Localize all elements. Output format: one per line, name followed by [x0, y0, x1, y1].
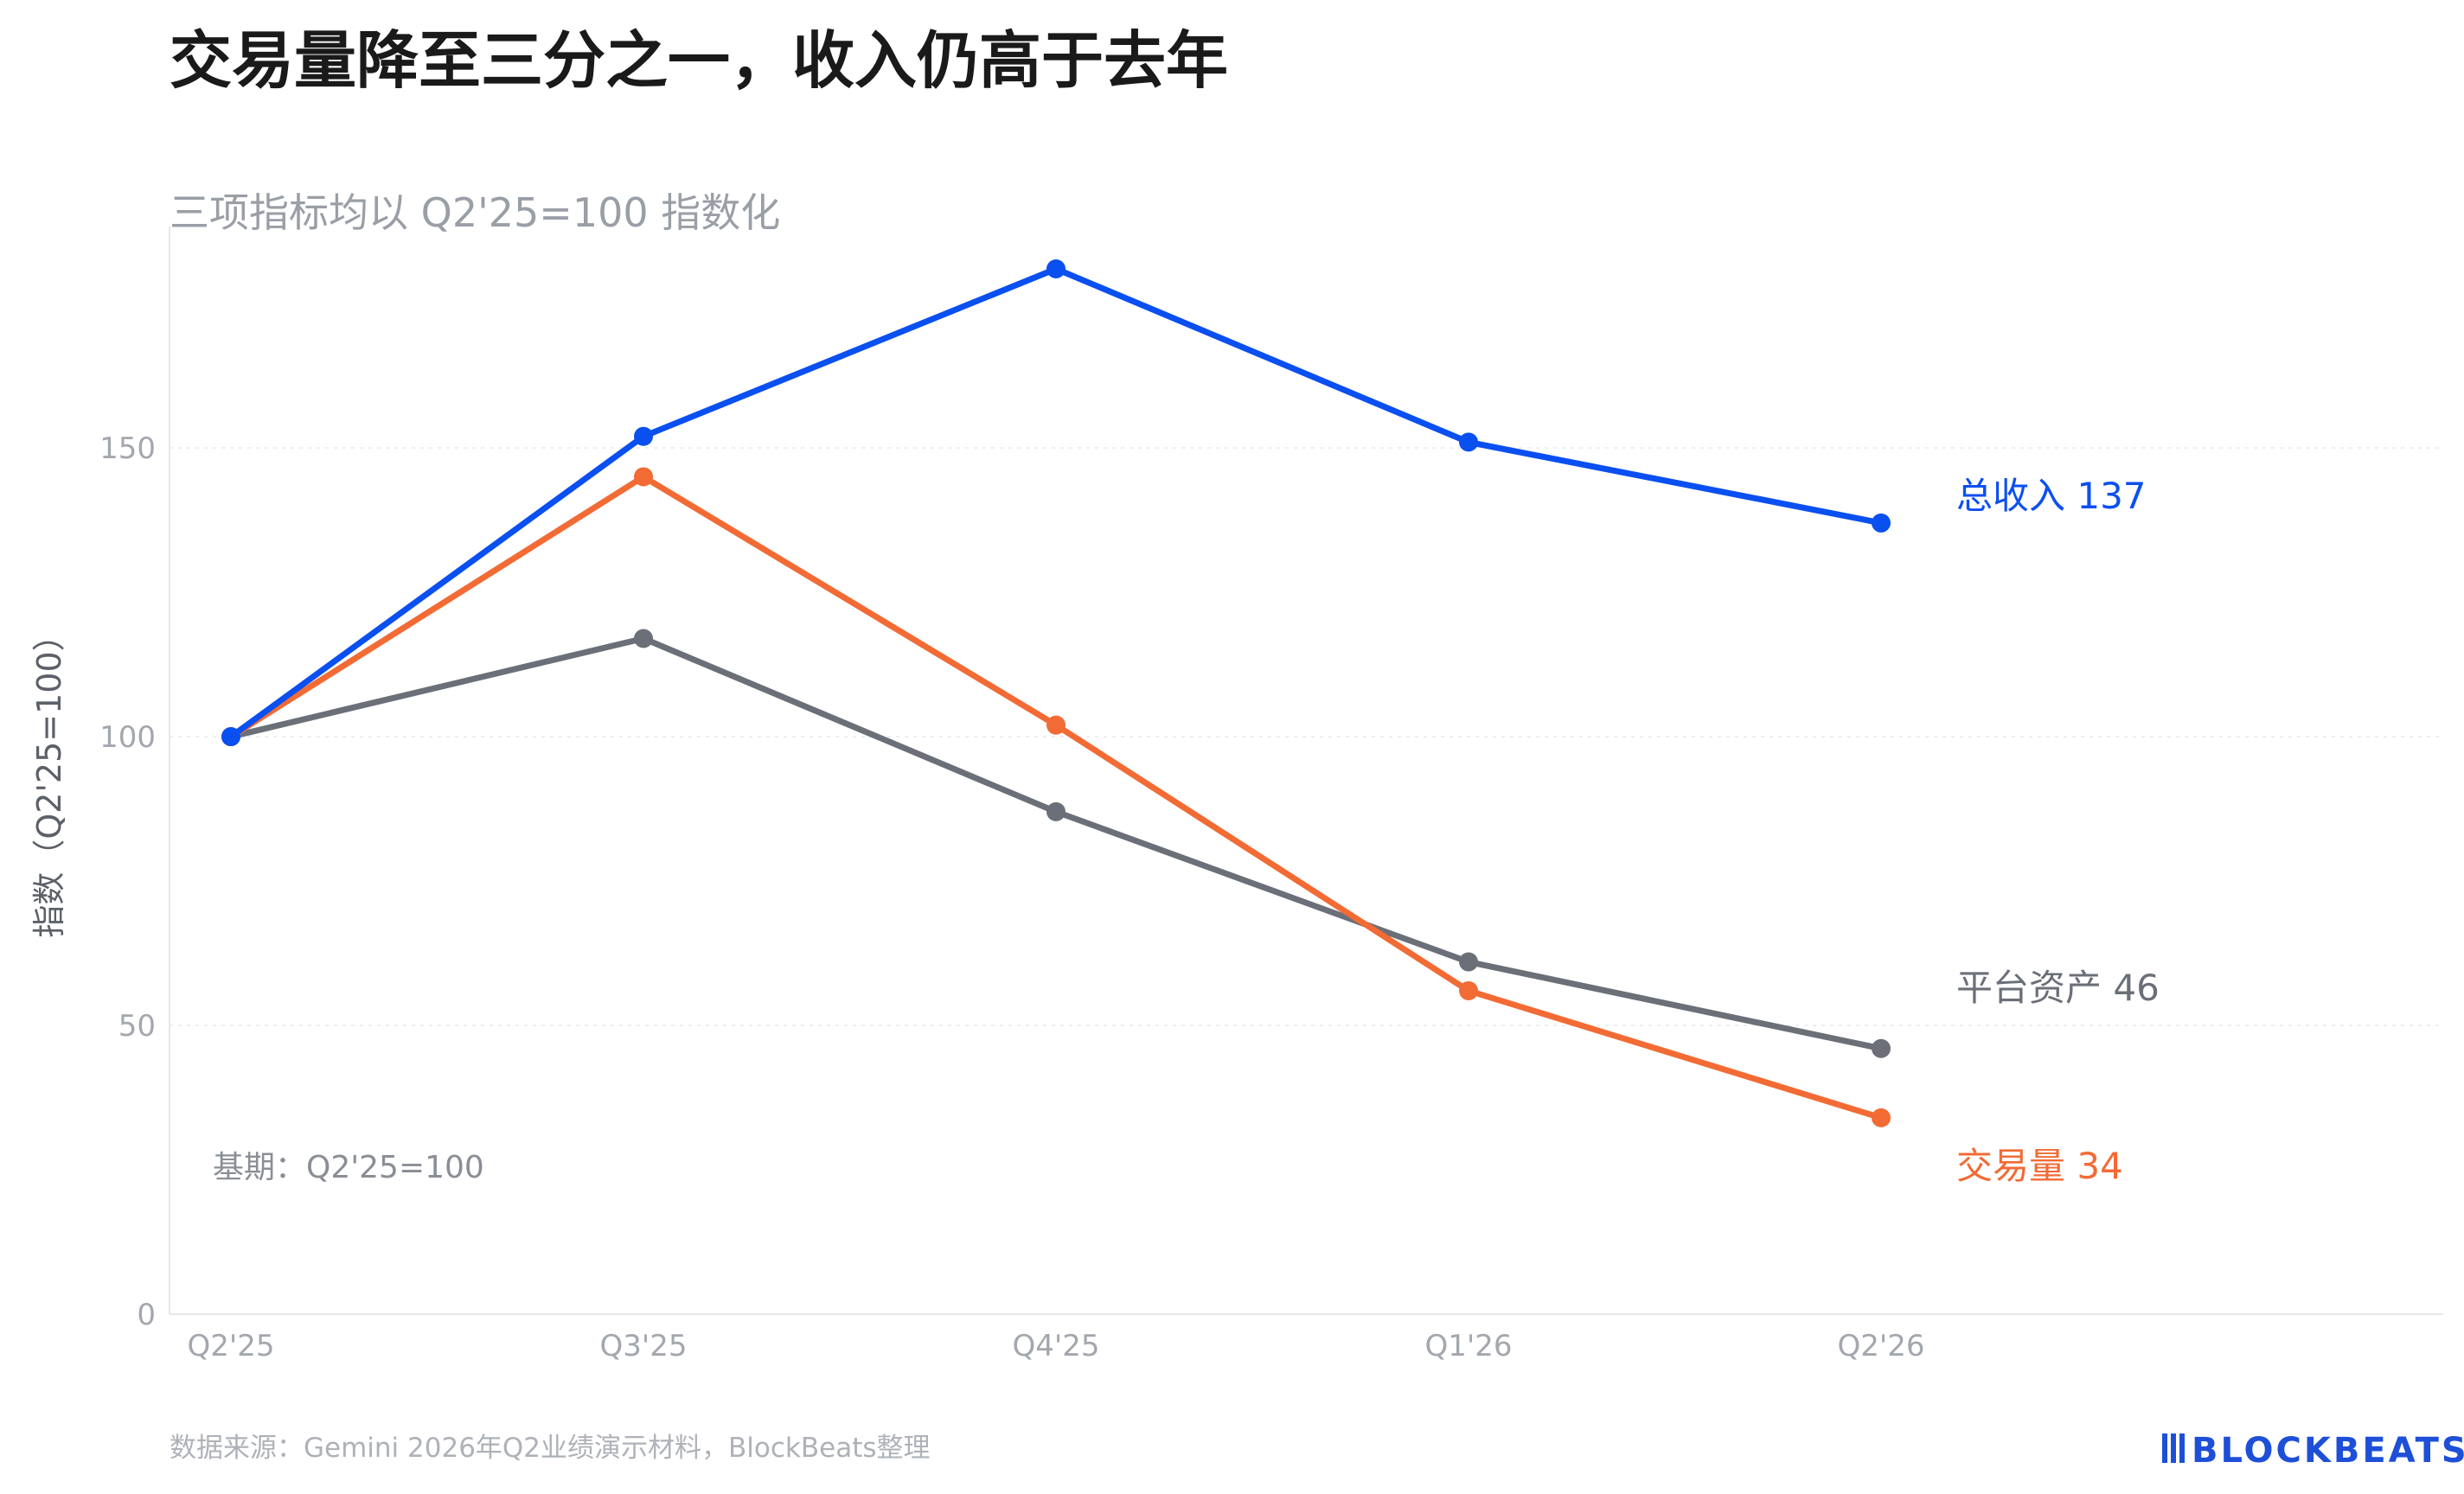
data-point [634, 426, 653, 446]
x-tick-label: Q2'26 [1837, 1329, 1924, 1363]
series-end-label: 总收入 137 [1956, 475, 2147, 517]
y-tick-label: 50 [118, 1009, 156, 1044]
data-point [1872, 1038, 1891, 1058]
data-point [634, 467, 653, 487]
end-labels: 总收入 137 平台资产 46 交易量 34 [1956, 475, 2160, 1187]
x-tick-label: Q4'25 [1012, 1329, 1099, 1363]
y-tick-label: 100 [99, 720, 156, 755]
x-tick-label: Q3'25 [599, 1329, 687, 1363]
data-point [1046, 801, 1066, 821]
x-tick-label: Q2'25 [187, 1329, 274, 1363]
y-axis-label: 指数（Q2'25=100） [30, 618, 68, 937]
axes [169, 227, 2443, 1315]
chart-subtitle: 三项指标均以 Q2'25=100 指数化 [170, 189, 780, 236]
data-point [1046, 715, 1066, 735]
series-line [227, 473, 1885, 1121]
data-point [1872, 1108, 1891, 1127]
series [221, 259, 1891, 1127]
data-point [1872, 513, 1891, 533]
series-2 [221, 629, 1891, 1058]
source-note: 数据来源：Gemini 2026年Q2业绩演示材料，BlockBeats整理 [170, 1433, 931, 1464]
y-tick-label: 150 [99, 431, 156, 466]
base-note: 基期：Q2'25=100 [213, 1150, 484, 1185]
x-tick-label: Q1'26 [1424, 1329, 1512, 1363]
data-point [221, 727, 240, 747]
y-tick-label: 0 [137, 1298, 156, 1332]
logo-mark-icon [2162, 1433, 2185, 1463]
chart-title: 交易量降至三分之一，收入仍高于去年 [170, 24, 1228, 97]
series-1 [221, 259, 1891, 747]
series-line [227, 635, 1885, 1052]
series-line [227, 265, 1885, 740]
series-3 [221, 467, 1891, 1127]
grid [170, 447, 2443, 1027]
data-point [1459, 432, 1478, 452]
blockbeats-logo: BLOCKBEATS [2162, 1431, 2464, 1471]
series-end-label: 平台资产 46 [1956, 967, 2160, 1009]
x-ticks: Q2'25 Q3'25 Q4'25 Q1'26 Q2'26 [187, 1329, 1924, 1363]
logo-text: BLOCKBEATS [2192, 1431, 2464, 1471]
data-point [1459, 980, 1478, 1000]
series-end-label: 交易量 34 [1956, 1145, 2123, 1187]
y-ticks: 0 50 100 150 [99, 431, 156, 1332]
data-point [634, 629, 653, 648]
data-point [1046, 259, 1066, 278]
data-point [1459, 952, 1478, 972]
